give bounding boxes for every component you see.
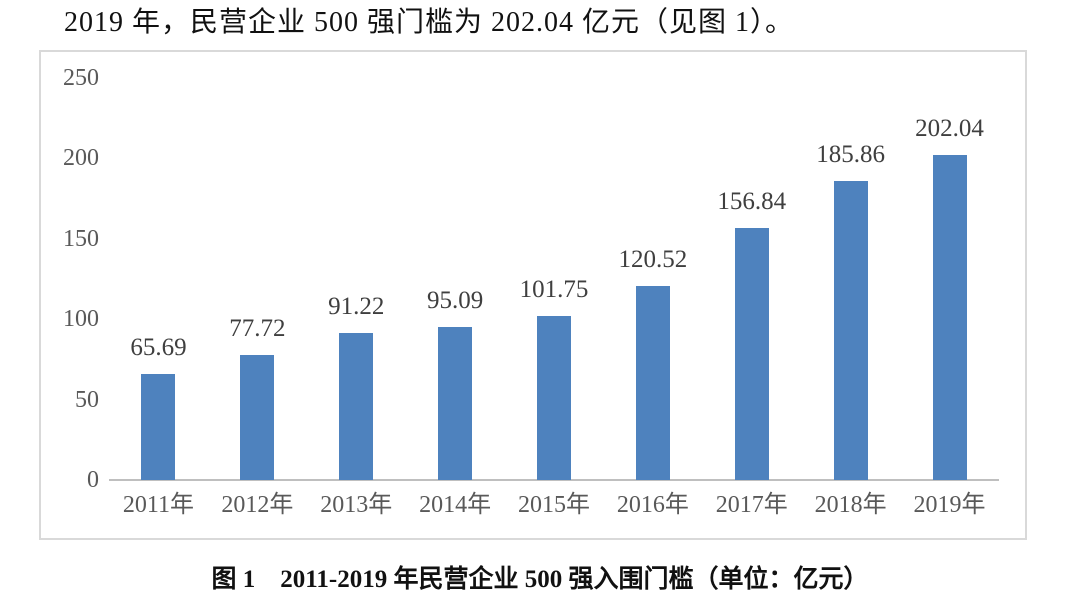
x-axis-tick-label: 2017年 bbox=[715, 492, 788, 518]
y-axis-tick-label: 200 bbox=[63, 145, 99, 172]
x-axis-line bbox=[109, 479, 999, 481]
bar-2018年 bbox=[833, 181, 868, 480]
figure-caption: 图 1 2011-2019 年民营企业 500 强入围门槛（单位：亿元） bbox=[211, 566, 869, 593]
x-axis-tick-label: 2019年 bbox=[913, 492, 986, 518]
y-axis-tick-label: 100 bbox=[63, 306, 99, 333]
bar-value-label: 91.22 bbox=[328, 293, 385, 321]
bar-2014年 bbox=[438, 327, 473, 480]
x-axis-tick-label: 2011年 bbox=[122, 492, 194, 518]
bar-2017年 bbox=[734, 227, 769, 480]
bar-2012年 bbox=[240, 355, 275, 480]
bar-value-label: 77.72 bbox=[229, 315, 286, 343]
x-axis-tick-label: 2014年 bbox=[419, 492, 492, 518]
bar-2019年 bbox=[932, 155, 967, 480]
bar-chart: 0 50 100 150 200 250 65.69 77.72 91.22 95.09 101.… bbox=[39, 50, 1027, 540]
bar-value-label: 202.04 bbox=[915, 115, 984, 143]
bar-value-label: 156.84 bbox=[717, 187, 787, 215]
y-axis-tick-label: 150 bbox=[63, 225, 99, 252]
y-axis-tick-label: 0 bbox=[87, 467, 99, 493]
y-axis-tick-label: 250 bbox=[63, 65, 99, 91]
bar-value-label: 95.09 bbox=[426, 287, 484, 315]
bar-value-label: 101.75 bbox=[519, 276, 589, 304]
paragraph-text: 2019 年，民营企业 500 强门槛为 202.04 亿元（见图 1）。 bbox=[64, 7, 795, 38]
x-axis-tick-label: 2016年 bbox=[616, 492, 689, 518]
bar-2016年 bbox=[635, 286, 670, 480]
y-axis-tick-label: 50 bbox=[75, 386, 99, 413]
x-axis-tick-label: 2015年 bbox=[518, 492, 590, 518]
x-axis-tick-label: 2012年 bbox=[221, 492, 294, 518]
bar-2013年 bbox=[339, 333, 374, 480]
bar-value-label: 185.86 bbox=[816, 141, 886, 169]
bar-2011年 bbox=[141, 374, 176, 480]
bar-value-label: 120.52 bbox=[618, 246, 688, 274]
x-axis-tick-label: 2018年 bbox=[814, 492, 887, 518]
x-axis-tick-label: 2013年 bbox=[320, 492, 393, 518]
bar-2015年 bbox=[537, 316, 571, 480]
bar-value-label: 65.69 bbox=[130, 334, 187, 362]
